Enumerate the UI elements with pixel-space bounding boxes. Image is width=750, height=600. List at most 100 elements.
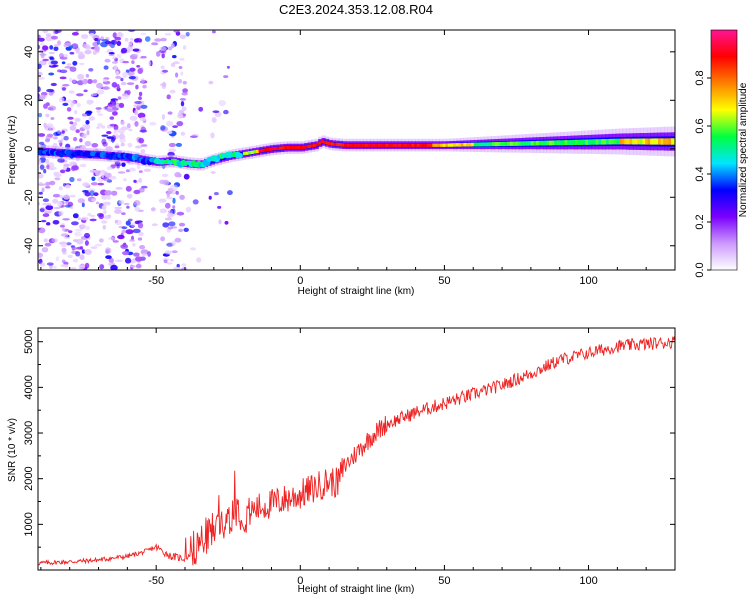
noise-blob-700 [134,100,142,105]
noise-blob-330 [168,46,173,51]
noise-blob-602 [115,70,120,76]
noise-blob-5 [127,71,135,76]
ridge-core-175 [492,142,496,147]
ridge-core-136 [390,143,394,147]
noise-blob-516 [59,224,65,228]
ridge-core-105 [310,144,314,148]
noise-blob-608 [108,103,116,108]
noise-blob-493 [172,208,176,214]
noise-blob-704 [60,264,68,268]
noise-blob-747 [109,116,115,120]
ridge-core-97 [289,145,293,150]
noise-blob-557 [173,266,181,270]
ridge-core-158 [447,143,452,147]
noise-blob-471 [108,236,115,241]
ridge-core-116 [338,143,343,147]
noise-blob-522 [102,224,107,230]
ridge-core-207 [575,139,579,145]
noise-blob-764 [82,182,90,188]
noise-blob-675 [172,205,176,209]
noise-blob-451 [179,98,186,101]
noise-blob-496 [42,213,50,218]
noise-blob-175 [167,111,173,115]
noise-blob-445 [79,264,87,268]
ridge-core-195 [543,140,548,146]
noise-blob-525 [192,199,199,205]
noise-blob-709 [120,95,128,100]
noise-blob-682 [218,219,222,225]
noise-blob-733 [38,112,43,118]
noise-blob-751 [90,182,98,186]
noise-blob-61 [129,167,136,172]
noise-blob-466 [58,186,63,191]
noise-blob-575 [212,110,220,113]
noise-blob-465 [111,190,118,196]
noise-blob-576 [46,133,54,138]
noise-blob-741 [133,179,137,183]
ridge-core-231 [637,138,641,145]
noise-blob-758 [81,132,87,139]
noise-blob-363 [121,47,128,54]
noise-blob-443 [172,125,179,128]
noise-blob-326 [60,233,69,237]
noise-blob-612 [129,37,134,41]
noise-blob-633 [38,44,41,50]
noise-blob-253 [59,69,68,74]
noise-blob-372 [52,193,61,198]
ridge-core-225 [621,138,625,145]
noise-blob-327 [99,169,106,173]
noise-blob-670 [50,60,58,65]
ridge-core-235 [647,138,651,145]
noise-blob-89 [108,53,115,57]
noise-blob-369 [99,238,104,243]
noise-blob-561 [66,63,72,66]
noise-blob-482 [52,198,59,204]
spectrogram-frame [37,29,676,271]
ridge-core-86 [261,148,265,153]
noise-blob-438 [60,133,65,137]
ridge-core-106 [313,143,317,148]
noise-blob-605 [62,84,70,87]
noise-blob-517 [73,136,78,142]
noise-blob-39 [198,106,204,112]
noise-blob-444 [120,82,127,86]
noise-blob-362 [73,246,77,251]
noise-blob-746 [161,53,165,59]
ridge-core-159 [450,143,454,147]
noise-blob-559 [132,242,136,247]
noise-blob-712 [174,237,182,243]
noise-blob-49 [45,181,51,186]
noise-blob-56 [135,84,139,90]
noise-blob-119 [66,242,72,246]
spectrogram-panel: -50 0 50 100 -40 -20 0 20 40 Height of straight … [7,29,676,297]
ridge-core-139 [398,143,402,147]
noise-blob-276 [109,175,117,180]
ridge-core-134 [385,143,389,147]
noise-blob-627 [142,84,147,89]
noise-blob-423 [75,129,80,134]
ridge-core-93 [279,146,283,150]
noise-blob-400 [139,245,146,250]
noise-blob-769 [79,246,84,250]
noise-blob-277 [140,149,146,154]
noise-blob-567 [39,94,46,100]
noise-blob-375 [104,172,112,178]
spec-ytick-label-0: -40 [23,238,35,254]
noise-blob-188 [45,205,54,211]
noise-blob-58 [39,42,45,47]
noise-blob-661 [113,131,118,136]
ridge-core-129 [372,143,376,147]
noise-blob-744 [133,200,141,206]
noise-blob-380 [71,121,78,126]
ridge-core-83 [253,150,257,154]
ridge-core-192 [536,140,540,146]
noise-blob-710 [69,121,74,125]
noise-blob-705 [137,112,146,119]
noise-blob-426 [81,216,89,221]
ridge-core-114 [333,142,337,146]
noise-blob-597 [57,200,63,207]
noise-blob-393 [84,49,92,55]
ridge-core-190 [530,141,535,146]
spec-ytick-label-3: 20 [23,94,35,106]
ridge-core-211 [585,139,589,145]
